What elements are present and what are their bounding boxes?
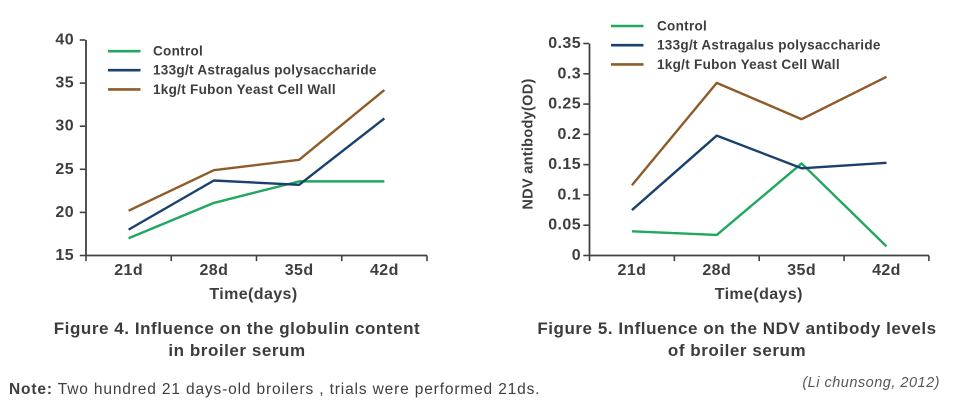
y-tick-label: 40: [55, 32, 74, 49]
y-tick-label: 0.35: [548, 35, 581, 52]
y-axis-title: NDV antibody(OD): [521, 78, 537, 209]
x-tick-label: 35d: [787, 262, 816, 279]
note-label: Note:: [9, 381, 53, 398]
series-line-1kg-t-fubon-yeast-cell-wall: [128, 89, 386, 212]
x-tick-label: 42d: [872, 262, 901, 279]
figure4-caption: Figure 4. Influence on the globulin cont…: [17, 318, 457, 361]
y-tick-label: 35: [55, 75, 74, 92]
figure5-caption: Figure 5. Influence on the NDV antibody …: [507, 318, 956, 361]
figure4-caption-line1: Figure 4. Influence on the globulin cont…: [53, 319, 421, 338]
x-tick-label: 42d: [370, 262, 399, 279]
legend-label: 133g/t Astragalus polysaccharide: [153, 63, 377, 78]
x-axis-title: Time(days): [715, 286, 803, 303]
y-tick-label: 30: [55, 118, 74, 135]
x-tick-label: 21d: [114, 262, 143, 279]
x-tick-label: 35d: [285, 262, 314, 279]
globulin-chart: 15 20 25 30 35 40 21d 28d 35d 42d Time(days) Contro…: [55, 32, 428, 303]
legend-label: Control: [657, 19, 707, 34]
series-line-control: [631, 162, 888, 248]
x-axis-title: Time(days): [209, 286, 297, 303]
y-tick-label: 0.05: [548, 217, 581, 234]
y-tick-label: 0.3: [558, 65, 581, 82]
series-line-1kg-t-fubon-yeast-cell-wall: [631, 75, 888, 187]
y-tick-label: 20: [55, 204, 74, 221]
figure4-caption-line2: in broiler serum: [168, 340, 306, 360]
figure5-caption-line1: Figure 5. Influence on the NDV antibody …: [537, 319, 937, 338]
y-tick-label: 0.2: [558, 126, 581, 143]
note-body: Two hundred 21 days-old broilers , trial…: [57, 381, 541, 398]
figure5-caption-line2: of broiler serum: [667, 340, 807, 360]
series-line-133g-t-astragalus-polysaccharide: [631, 134, 887, 211]
y-tick-label: 0.1: [558, 186, 581, 203]
legend-label: 133g/t Astragalus polysaccharide: [657, 38, 881, 53]
charts-canvas: 15 20 25 30 35 40 21d 28d 35d 42d Time(days) Contro…: [55, 19, 930, 303]
x-tick-label: 21d: [618, 262, 647, 279]
x-tick-label: 28d: [702, 262, 731, 279]
y-tick-label: 15: [55, 247, 74, 264]
legend-label: Control: [153, 44, 203, 59]
y-tick-label: 0.15: [548, 156, 581, 173]
series-line-control: [128, 180, 385, 240]
y-tick-label: 0.25: [548, 96, 581, 113]
series-line-133g-t-astragalus-polysaccharide: [128, 117, 386, 231]
ndv-chart: 0 0.05 0.1 0.15 0.2 0.25 0.3 0.35 21d 28d 35d 42d Ti…: [521, 19, 930, 303]
x-tick-label: 28d: [199, 262, 228, 279]
legend-label: 1kg/t Fubon Yeast Cell Wall: [153, 82, 336, 97]
citation-text: (Li chunsong, 2012): [802, 375, 940, 391]
note-text: Note: Two hundred 21 days-old broilers ,…: [9, 381, 540, 399]
legend-label: 1kg/t Fubon Yeast Cell Wall: [657, 57, 840, 72]
y-tick-label: 25: [55, 161, 74, 178]
y-tick-label: 0: [572, 247, 581, 264]
